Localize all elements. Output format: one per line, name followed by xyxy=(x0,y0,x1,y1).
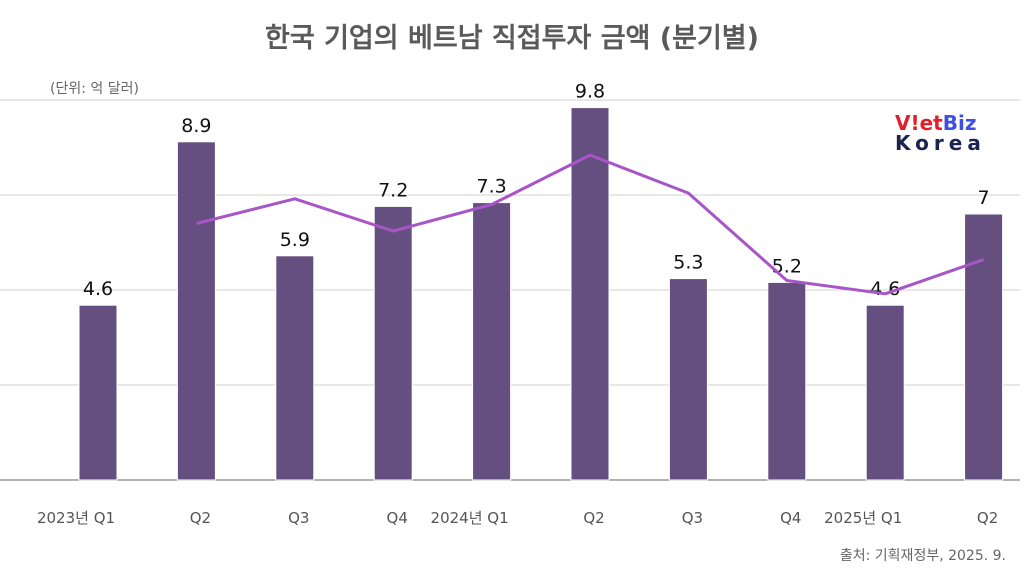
x-tick-label: 2024년 Q1 xyxy=(431,509,509,527)
bar xyxy=(78,304,118,481)
x-tick-label: Q2 xyxy=(977,509,998,527)
data-label: 7.2 xyxy=(378,179,408,201)
data-label: 4.6 xyxy=(870,278,900,300)
data-label: 7.3 xyxy=(476,176,506,198)
bar xyxy=(964,213,1004,481)
bar xyxy=(472,202,512,481)
source-note: 출처: 기획재정부, 2025. 9. xyxy=(839,548,1006,564)
unit-label: (단위: 억 달러) xyxy=(50,81,139,97)
x-tick-label: Q2 xyxy=(190,509,211,527)
x-tick-label: 2023년 Q1 xyxy=(37,509,115,527)
logo-text-red: V!et xyxy=(895,111,943,135)
bar xyxy=(570,107,610,481)
bar xyxy=(275,255,315,481)
bar xyxy=(865,304,905,481)
data-label: 5.9 xyxy=(280,229,310,251)
data-label: 5.3 xyxy=(673,252,703,274)
data-label: 5.2 xyxy=(772,255,802,277)
data-label: 4.6 xyxy=(83,278,113,300)
data-label: 9.8 xyxy=(575,81,605,103)
bar xyxy=(767,281,807,481)
chart-title: 한국 기업의 베트남 직접투자 금액 (분기별) xyxy=(265,23,759,54)
data-label: 8.9 xyxy=(181,115,211,137)
bar xyxy=(668,278,708,481)
x-tick-label: Q3 xyxy=(288,509,309,527)
vietbiz-korea-logo: V!etBiz Korea xyxy=(895,113,986,153)
logo-text-korea: Korea xyxy=(895,131,986,155)
trend-line xyxy=(196,153,985,296)
data-label: 7 xyxy=(978,187,990,209)
x-tick-label: Q4 xyxy=(780,509,801,527)
bar xyxy=(176,141,216,481)
x-tick-label: Q3 xyxy=(682,509,703,527)
x-tick-label: 2025년 Q1 xyxy=(824,509,902,527)
x-tick-label: Q2 xyxy=(583,509,604,527)
bar xyxy=(373,205,413,481)
logo-text-blue: Biz xyxy=(942,111,977,135)
x-tick-label: Q4 xyxy=(387,509,408,527)
